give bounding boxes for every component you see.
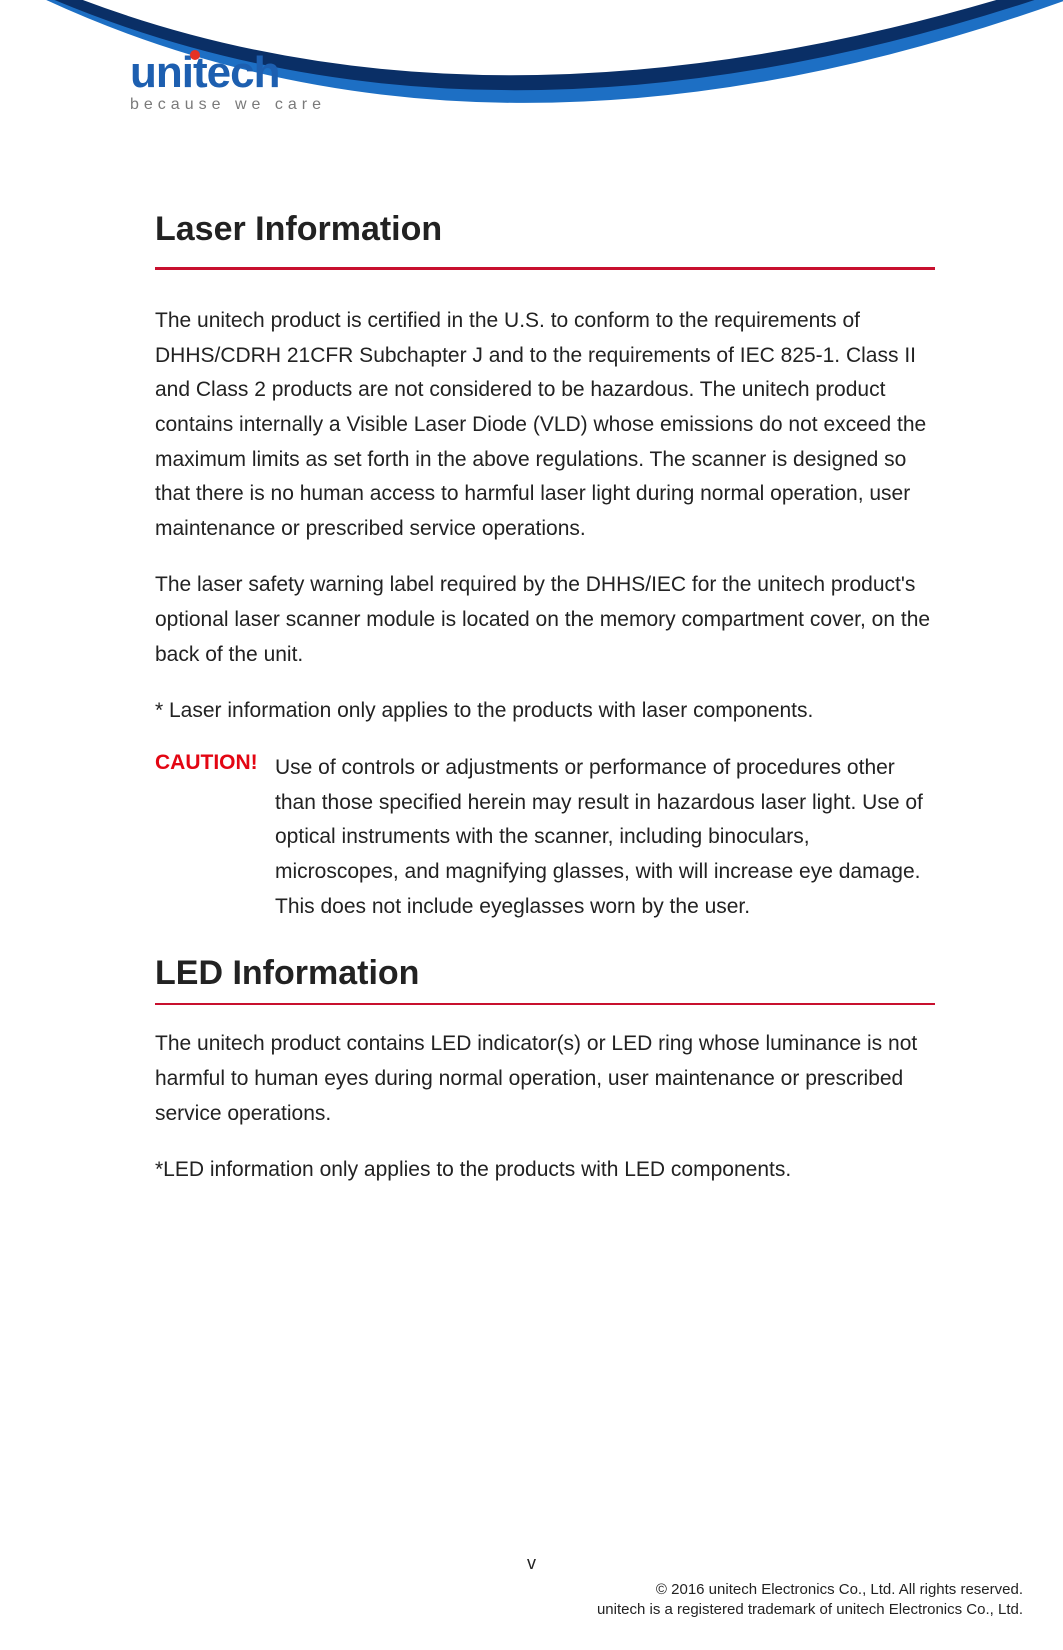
- logo-text: unitech: [130, 48, 326, 98]
- logo-tagline: because we care: [130, 96, 326, 114]
- laser-p1: The unitech product is certified in the …: [155, 304, 935, 546]
- laser-section-rule: [155, 267, 935, 270]
- caution-block: CAUTION! Use of controls or adjustments …: [155, 751, 935, 924]
- laser-section-title: Laser Information: [155, 210, 935, 249]
- laser-p3: * Laser information only applies to the …: [155, 694, 935, 729]
- logo-dot-icon: [190, 50, 200, 60]
- led-section-rule: [155, 1003, 935, 1005]
- page-number: v: [0, 1553, 1063, 1574]
- logo: unitech because we care: [130, 48, 326, 114]
- page-content: Laser Information The unitech product is…: [155, 200, 935, 1210]
- led-p1: The unitech product contains LED indicat…: [155, 1027, 935, 1131]
- footer-copyright: © 2016 unitech Electronics Co., Ltd. All…: [0, 1580, 1063, 1621]
- laser-p2: The laser safety warning label required …: [155, 568, 935, 672]
- logo-word: unitech: [130, 48, 279, 97]
- footer-line2: unitech is a registered trademark of uni…: [0, 1600, 1023, 1620]
- led-section-title: LED Information: [155, 954, 935, 993]
- led-p2: *LED information only applies to the pro…: [155, 1153, 935, 1188]
- caution-text: Use of controls or adjustments or perfor…: [275, 751, 935, 924]
- page-footer: v © 2016 unitech Electronics Co., Ltd. A…: [0, 1553, 1063, 1621]
- footer-line1: © 2016 unitech Electronics Co., Ltd. All…: [0, 1580, 1023, 1600]
- caution-label: CAUTION!: [155, 751, 275, 924]
